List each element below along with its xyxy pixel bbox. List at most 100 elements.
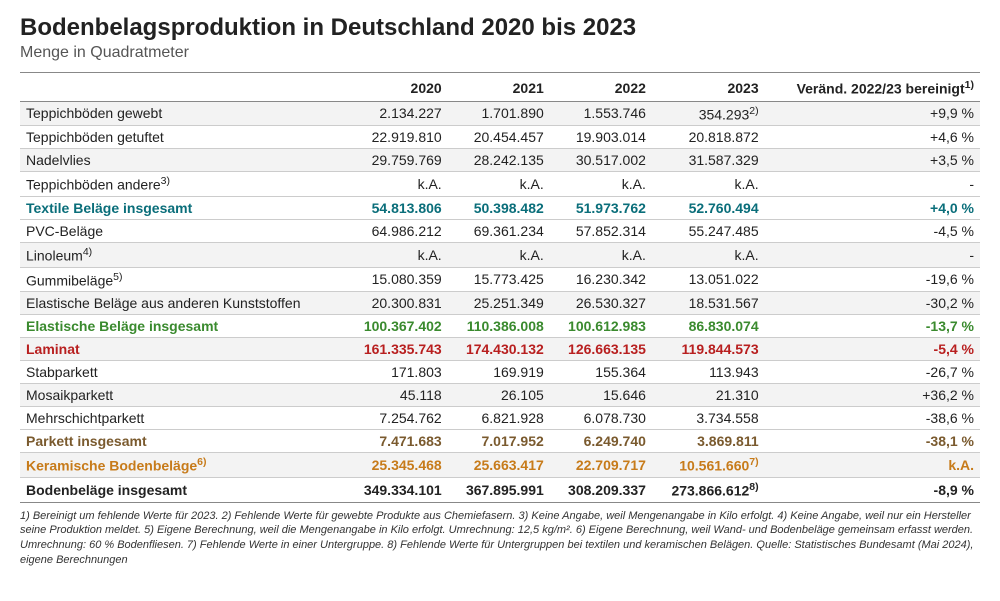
row-cell: 100.367.402 <box>346 315 448 338</box>
row-label: Laminat <box>20 338 346 361</box>
row-cell: 51.973.762 <box>550 196 652 219</box>
row-cell: 7.471.683 <box>346 430 448 453</box>
row-cell: 45.118 <box>346 384 448 407</box>
row-cell: -38,1 % <box>765 430 980 453</box>
row-cell: 308.209.337 <box>550 477 652 502</box>
row-label: Linoleum4) <box>20 242 346 267</box>
row-cell: 119.844.573 <box>652 338 765 361</box>
row-cell: k.A. <box>765 453 980 478</box>
table-header-cell: 2022 <box>550 75 652 101</box>
row-cell: 20.300.831 <box>346 292 448 315</box>
table-row: Gummibeläge5)15.080.35915.773.42516.230.… <box>20 267 980 292</box>
row-cell: 126.663.135 <box>550 338 652 361</box>
row-cell: k.A. <box>550 172 652 197</box>
row-cell: k.A. <box>448 172 550 197</box>
row-cell: k.A. <box>652 242 765 267</box>
row-cell: - <box>765 172 980 197</box>
row-cell: 64.986.212 <box>346 219 448 242</box>
row-cell: 6.249.740 <box>550 430 652 453</box>
row-cell: 19.903.014 <box>550 126 652 149</box>
table-row: Bodenbeläge insgesamt349.334.101367.895.… <box>20 477 980 502</box>
table-header-cell <box>20 75 346 101</box>
row-cell: 18.531.567 <box>652 292 765 315</box>
row-label: Teppichböden getuftet <box>20 126 346 149</box>
row-label: Parkett insgesamt <box>20 430 346 453</box>
row-cell: -5,4 % <box>765 338 980 361</box>
row-cell: 25.345.468 <box>346 453 448 478</box>
row-cell: 25.663.417 <box>448 453 550 478</box>
row-cell: 55.247.485 <box>652 219 765 242</box>
row-label: Mehrschichtparkett <box>20 407 346 430</box>
row-cell: 22.709.717 <box>550 453 652 478</box>
row-cell: 86.830.074 <box>652 315 765 338</box>
row-cell: +36,2 % <box>765 384 980 407</box>
row-cell: 13.051.022 <box>652 267 765 292</box>
row-cell: k.A. <box>652 172 765 197</box>
row-label: Nadelvlies <box>20 149 346 172</box>
row-cell: -30,2 % <box>765 292 980 315</box>
row-cell: 174.430.132 <box>448 338 550 361</box>
row-cell: 349.334.101 <box>346 477 448 502</box>
row-cell: 22.919.810 <box>346 126 448 149</box>
row-label: Bodenbeläge insgesamt <box>20 477 346 502</box>
table-header-cell: 2020 <box>346 75 448 101</box>
table-row: Elastische Beläge insgesamt100.367.40211… <box>20 315 980 338</box>
row-cell: 16.230.342 <box>550 267 652 292</box>
row-cell: k.A. <box>346 242 448 267</box>
row-label: Gummibeläge5) <box>20 267 346 292</box>
row-cell: 100.612.983 <box>550 315 652 338</box>
row-cell: 20.818.872 <box>652 126 765 149</box>
row-cell: +9,9 % <box>765 101 980 126</box>
row-label: PVC-Beläge <box>20 219 346 242</box>
row-cell: 3.869.811 <box>652 430 765 453</box>
row-cell: 15.646 <box>550 384 652 407</box>
table-row: Keramische Bodenbeläge6)25.345.46825.663… <box>20 453 980 478</box>
table-row: Nadelvlies29.759.76928.242.13530.517.002… <box>20 149 980 172</box>
table-row: Stabparkett171.803169.919155.364113.943-… <box>20 361 980 384</box>
row-cell: 3.734.558 <box>652 407 765 430</box>
row-cell: 7.017.952 <box>448 430 550 453</box>
row-cell: k.A. <box>448 242 550 267</box>
row-cell: 21.310 <box>652 384 765 407</box>
table-row: Textile Beläge insgesamt54.813.80650.398… <box>20 196 980 219</box>
row-cell: -8,9 % <box>765 477 980 502</box>
table-header-cell: Veränd. 2022/23 bereinigt1) <box>765 75 980 101</box>
row-cell: 367.895.991 <box>448 477 550 502</box>
row-cell: 28.242.135 <box>448 149 550 172</box>
row-cell: - <box>765 242 980 267</box>
row-cell: 50.398.482 <box>448 196 550 219</box>
row-label: Keramische Bodenbeläge6) <box>20 453 346 478</box>
table-row: Teppichböden andere3)k.A.k.A.k.A.k.A.- <box>20 172 980 197</box>
table-row: Teppichböden getuftet22.919.81020.454.45… <box>20 126 980 149</box>
row-cell: 25.251.349 <box>448 292 550 315</box>
footnotes: 1) Bereinigt um fehlende Werte für 2023.… <box>20 509 980 568</box>
row-cell: -13,7 % <box>765 315 980 338</box>
row-cell: 26.530.327 <box>550 292 652 315</box>
row-cell: k.A. <box>550 242 652 267</box>
row-cell: 26.105 <box>448 384 550 407</box>
table-body: Teppichböden gewebt2.134.2271.701.8901.5… <box>20 101 980 502</box>
row-label: Textile Beläge insgesamt <box>20 196 346 219</box>
row-cell: 31.587.329 <box>652 149 765 172</box>
row-cell: 354.2932) <box>652 101 765 126</box>
table-header-cell: 2021 <box>448 75 550 101</box>
row-cell: 54.813.806 <box>346 196 448 219</box>
table-row: Mosaikparkett45.11826.10515.64621.310+36… <box>20 384 980 407</box>
row-label: Teppichböden gewebt <box>20 101 346 126</box>
row-cell: 169.919 <box>448 361 550 384</box>
row-cell: -19,6 % <box>765 267 980 292</box>
table-row: Elastische Beläge aus anderen Kunststoff… <box>20 292 980 315</box>
table-header-cell: 2023 <box>652 75 765 101</box>
row-cell: 161.335.743 <box>346 338 448 361</box>
row-cell: 110.386.008 <box>448 315 550 338</box>
row-cell: 6.821.928 <box>448 407 550 430</box>
row-cell: 20.454.457 <box>448 126 550 149</box>
row-cell: 1.553.746 <box>550 101 652 126</box>
header-divider <box>20 72 980 73</box>
row-cell: k.A. <box>346 172 448 197</box>
row-cell: 2.134.227 <box>346 101 448 126</box>
row-cell: 57.852.314 <box>550 219 652 242</box>
row-cell: 171.803 <box>346 361 448 384</box>
row-cell: 155.364 <box>550 361 652 384</box>
row-cell: 69.361.234 <box>448 219 550 242</box>
